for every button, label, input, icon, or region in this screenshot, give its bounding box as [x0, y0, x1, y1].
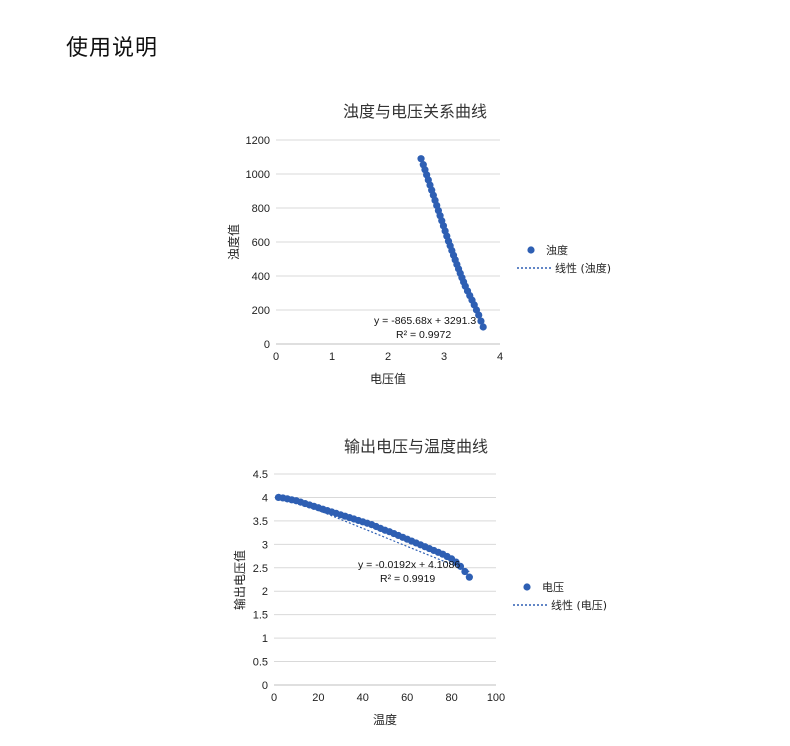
y-tick-label: 3.5 [253, 516, 268, 528]
y-axis-label: 浊度值 [226, 224, 241, 260]
legend-trendline-label: 线性 (浊度) [555, 261, 611, 275]
page-title: 使用说明 [66, 36, 159, 61]
y-tick-label: 1 [262, 633, 268, 645]
y-tick-label: 0.5 [253, 657, 268, 669]
x-tick-label: 4 [497, 351, 503, 363]
r-squared-label: R² = 0.9919 [380, 573, 435, 585]
legend-marker [527, 246, 535, 254]
data-point [475, 311, 483, 319]
y-tick-label: 1.5 [253, 610, 268, 622]
legend: 浊度 线性 (浊度) [517, 243, 611, 275]
x-axis-label: 电压值 [370, 371, 406, 386]
x-tick-label: 100 [487, 692, 505, 704]
x-tick-label: 2 [385, 351, 391, 363]
legend-trendline-label: 线性 (电压) [551, 598, 607, 612]
x-tick-label: 20 [312, 692, 324, 704]
y-tick-label: 600 [252, 237, 270, 249]
data-point [456, 562, 465, 570]
y-tick-label: 4.5 [253, 469, 268, 481]
x-axis-label: 温度 [373, 712, 397, 727]
y-axis-label: 输出电压值 [232, 550, 247, 610]
x-tick-label: 0 [271, 692, 277, 704]
chart-title: 浊度与电压关系曲线 [343, 102, 487, 121]
x-tick-label: 1 [329, 351, 335, 363]
y-tick-label: 400 [252, 271, 270, 283]
x-tick-label: 0 [273, 351, 279, 363]
y-tick-label: 1200 [246, 135, 270, 147]
trendline-equation: y = -865.68x + 3291.3 [374, 315, 476, 327]
y-tick-label: 3 [262, 539, 268, 551]
y-tick-label: 1000 [246, 169, 270, 181]
y-tick-label: 0 [262, 680, 268, 692]
data-point [465, 573, 473, 581]
y-tick-label: 2.5 [253, 563, 268, 575]
r-squared-label: R² = 0.9972 [396, 329, 451, 341]
y-tick-label: 0 [264, 339, 270, 351]
y-tick-label: 4 [262, 492, 268, 504]
legend-series-label: 电压 [542, 581, 564, 594]
data-point [477, 317, 485, 325]
legend-marker [523, 583, 531, 591]
x-tick-label: 3 [441, 351, 447, 363]
trendline-equation: y = -0.0192x + 4.1086 [358, 559, 460, 571]
chart-title: 输出电压与温度曲线 [344, 437, 488, 456]
data-point [461, 567, 469, 576]
x-tick-label: 80 [445, 692, 457, 704]
y-tick-label: 2 [262, 586, 268, 598]
y-tick-label: 800 [252, 203, 270, 215]
data-point [479, 323, 487, 331]
legend: 电压 线性 (电压) [513, 581, 607, 612]
y-tick-label: 200 [252, 305, 270, 317]
data-point [417, 155, 425, 163]
x-tick-label: 40 [357, 692, 369, 704]
legend-series-label: 浊度 [546, 243, 568, 257]
x-tick-label: 60 [401, 692, 413, 704]
